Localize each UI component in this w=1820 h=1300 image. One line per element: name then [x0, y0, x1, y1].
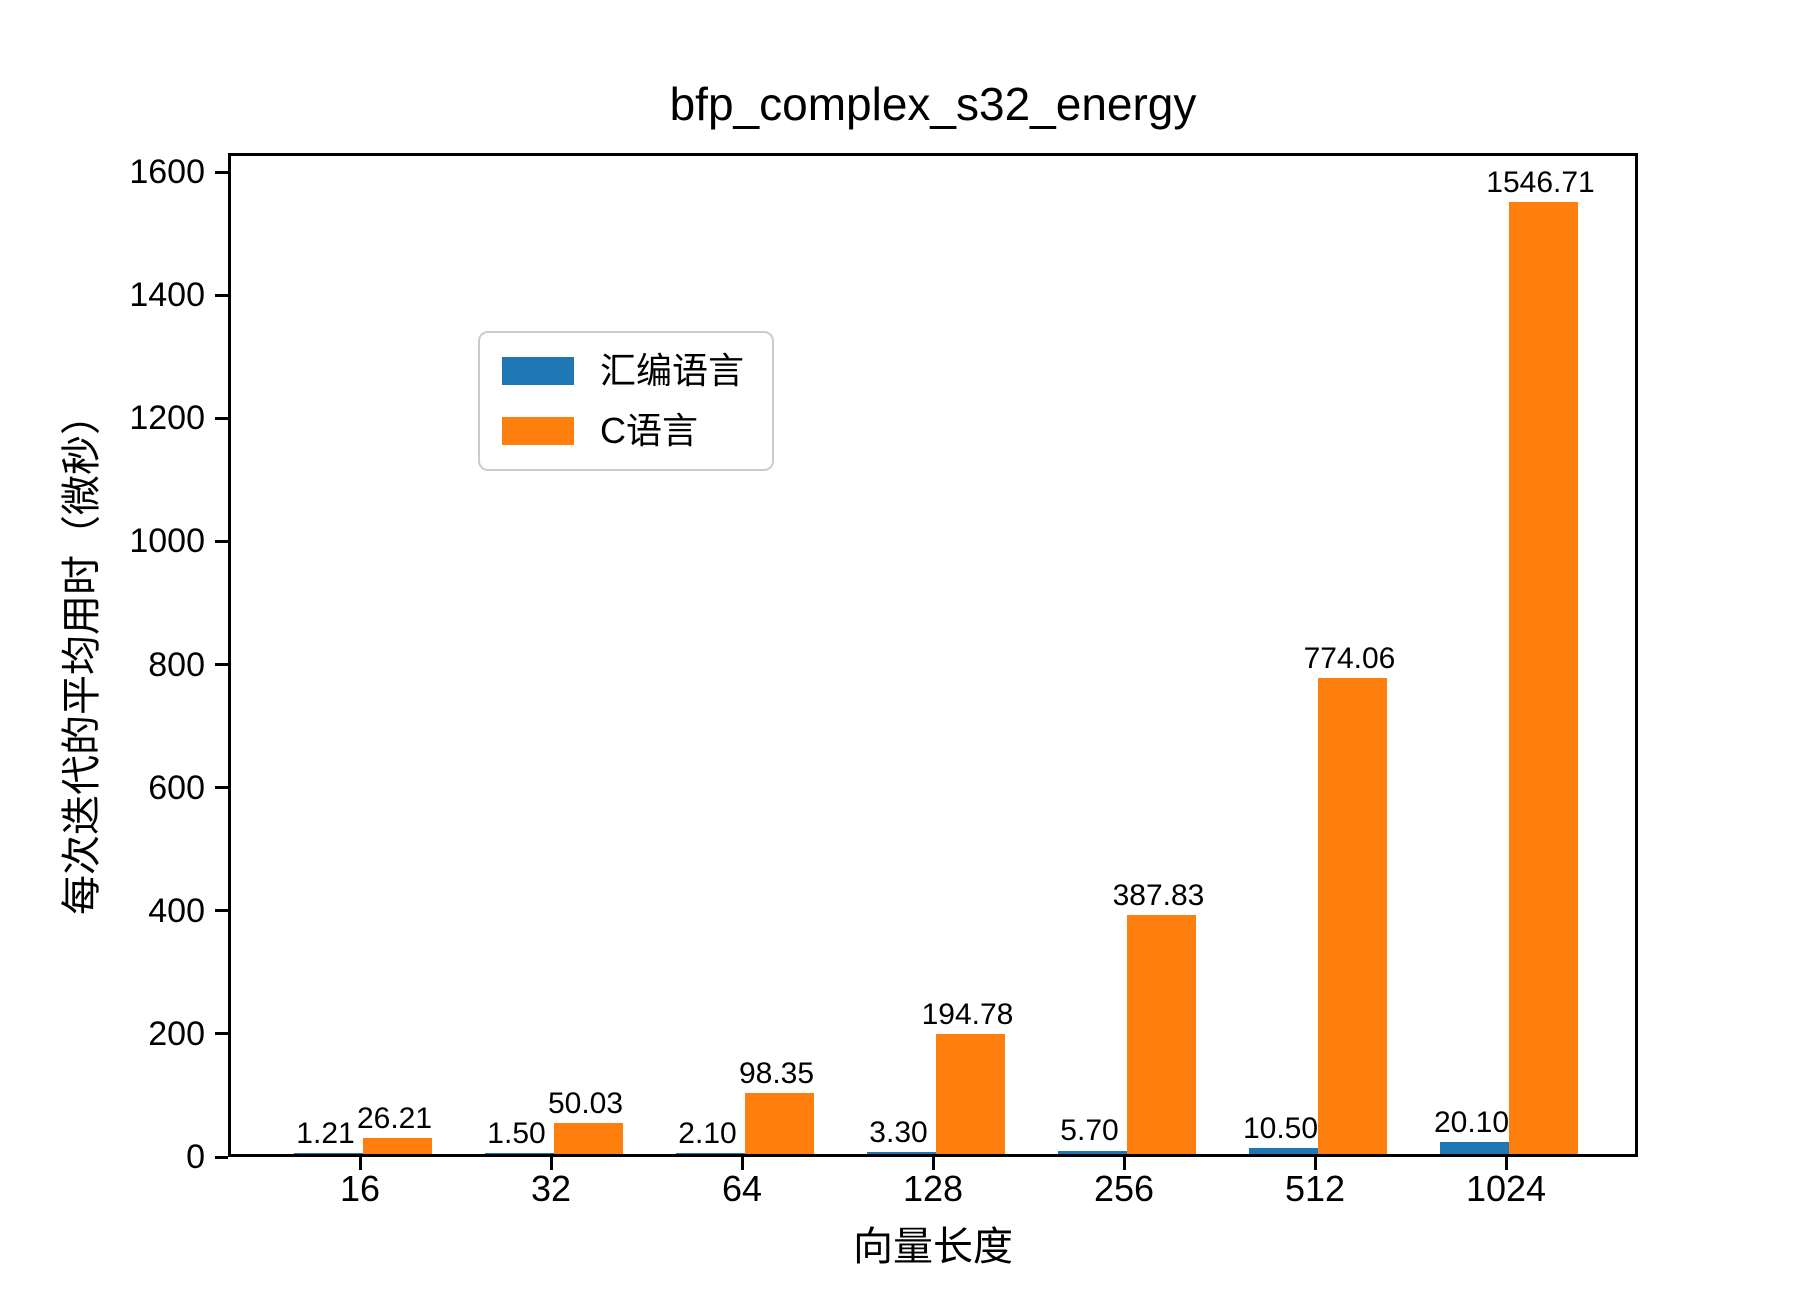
y-tick-mark: [215, 1032, 228, 1036]
bar-s0-1024: [1440, 1141, 1509, 1154]
bar-value-label-s1-512: 774.06: [1303, 641, 1396, 675]
y-tick-mark: [215, 416, 228, 420]
bar-value-label-s0-64: 2.10: [678, 1116, 737, 1150]
legend-item-1: C语言: [502, 409, 744, 453]
y-tick-mark: [215, 539, 228, 543]
legend-label-0: 汇编语言: [600, 350, 745, 391]
bar-s0-128: [867, 1151, 936, 1154]
x-tick-label: 512: [1284, 1168, 1346, 1209]
bar-value-label-s0-256: 5.70: [1060, 1114, 1119, 1148]
x-tick-mark: [549, 1157, 553, 1170]
y-tick-label: 600: [148, 768, 205, 807]
y-tick-label: 1400: [129, 276, 205, 315]
plot-area: 汇编语言 C语言: [228, 153, 1638, 1157]
y-tick-mark: [215, 663, 228, 667]
y-tick-label: 1200: [129, 399, 205, 438]
bar-value-label-s1-32: 50.03: [547, 1087, 624, 1121]
y-tick-mark: [215, 293, 228, 297]
bar-value-label-s0-32: 1.50: [487, 1116, 546, 1150]
x-tick-mark: [358, 1157, 362, 1170]
bar-value-label-s0-128: 3.30: [869, 1115, 928, 1149]
bar-s1-1024: [1509, 201, 1578, 1154]
y-tick-label: 800: [148, 645, 205, 684]
legend-swatch-1: [502, 417, 574, 445]
bar-s0-256: [1058, 1150, 1127, 1154]
bar-s1-128: [936, 1034, 1005, 1154]
bar-s0-512: [1249, 1147, 1318, 1154]
bar-s0-64: [676, 1152, 745, 1154]
bar-s1-256: [1127, 915, 1196, 1154]
legend-item-0: 汇编语言: [502, 349, 744, 393]
x-tick-mark: [931, 1157, 935, 1170]
x-axis-label: 向量长度: [853, 1225, 1013, 1269]
y-tick-label: 0: [186, 1138, 205, 1176]
bar-s1-64: [745, 1093, 814, 1154]
bar-s1-512: [1318, 677, 1387, 1154]
x-tick-label: 256: [1093, 1168, 1155, 1209]
x-tick-label: 64: [721, 1168, 763, 1209]
y-tick-mark: [215, 1155, 228, 1159]
x-tick-label: 16: [339, 1168, 381, 1209]
y-tick-label: 1600: [129, 153, 205, 192]
x-tick-mark: [1504, 1157, 1508, 1170]
bar-value-label-s1-256: 387.83: [1112, 879, 1205, 913]
y-tick-mark: [215, 909, 228, 913]
bar-value-label-s0-1024: 20.10: [1433, 1105, 1510, 1139]
legend: 汇编语言 C语言: [478, 331, 775, 471]
x-tick-mark: [1122, 1157, 1126, 1170]
x-tick-label: 1024: [1465, 1168, 1547, 1209]
bar-value-label-s1-128: 194.78: [921, 998, 1014, 1032]
x-tick-mark: [740, 1157, 744, 1170]
bar-value-label-s0-512: 10.50: [1242, 1111, 1319, 1145]
x-tick-mark: [1313, 1157, 1317, 1170]
legend-label-1: C语言: [600, 410, 698, 451]
chart-title: bfp_complex_s32_energy: [669, 78, 1197, 130]
y-tick-mark: [215, 786, 228, 790]
bar-s1-16: [363, 1137, 432, 1154]
y-tick-label: 200: [148, 1014, 205, 1053]
bar-value-label-s1-64: 98.35: [738, 1057, 815, 1091]
bar-s0-32: [485, 1152, 554, 1154]
bar-value-label-s1-1024: 1546.71: [1486, 165, 1595, 199]
y-tick-label: 400: [148, 891, 205, 930]
y-tick-mark: [215, 170, 228, 174]
bar-value-label-s1-16: 26.21: [356, 1101, 433, 1135]
x-tick-label: 128: [902, 1168, 964, 1209]
bar-value-label-s0-16: 1.21: [296, 1116, 355, 1150]
legend-swatch-0: [502, 357, 574, 385]
x-tick-label: 32: [530, 1168, 572, 1209]
bar-s0-16: [294, 1152, 363, 1154]
bar-s1-32: [554, 1123, 623, 1154]
y-tick-label: 1000: [129, 522, 205, 561]
